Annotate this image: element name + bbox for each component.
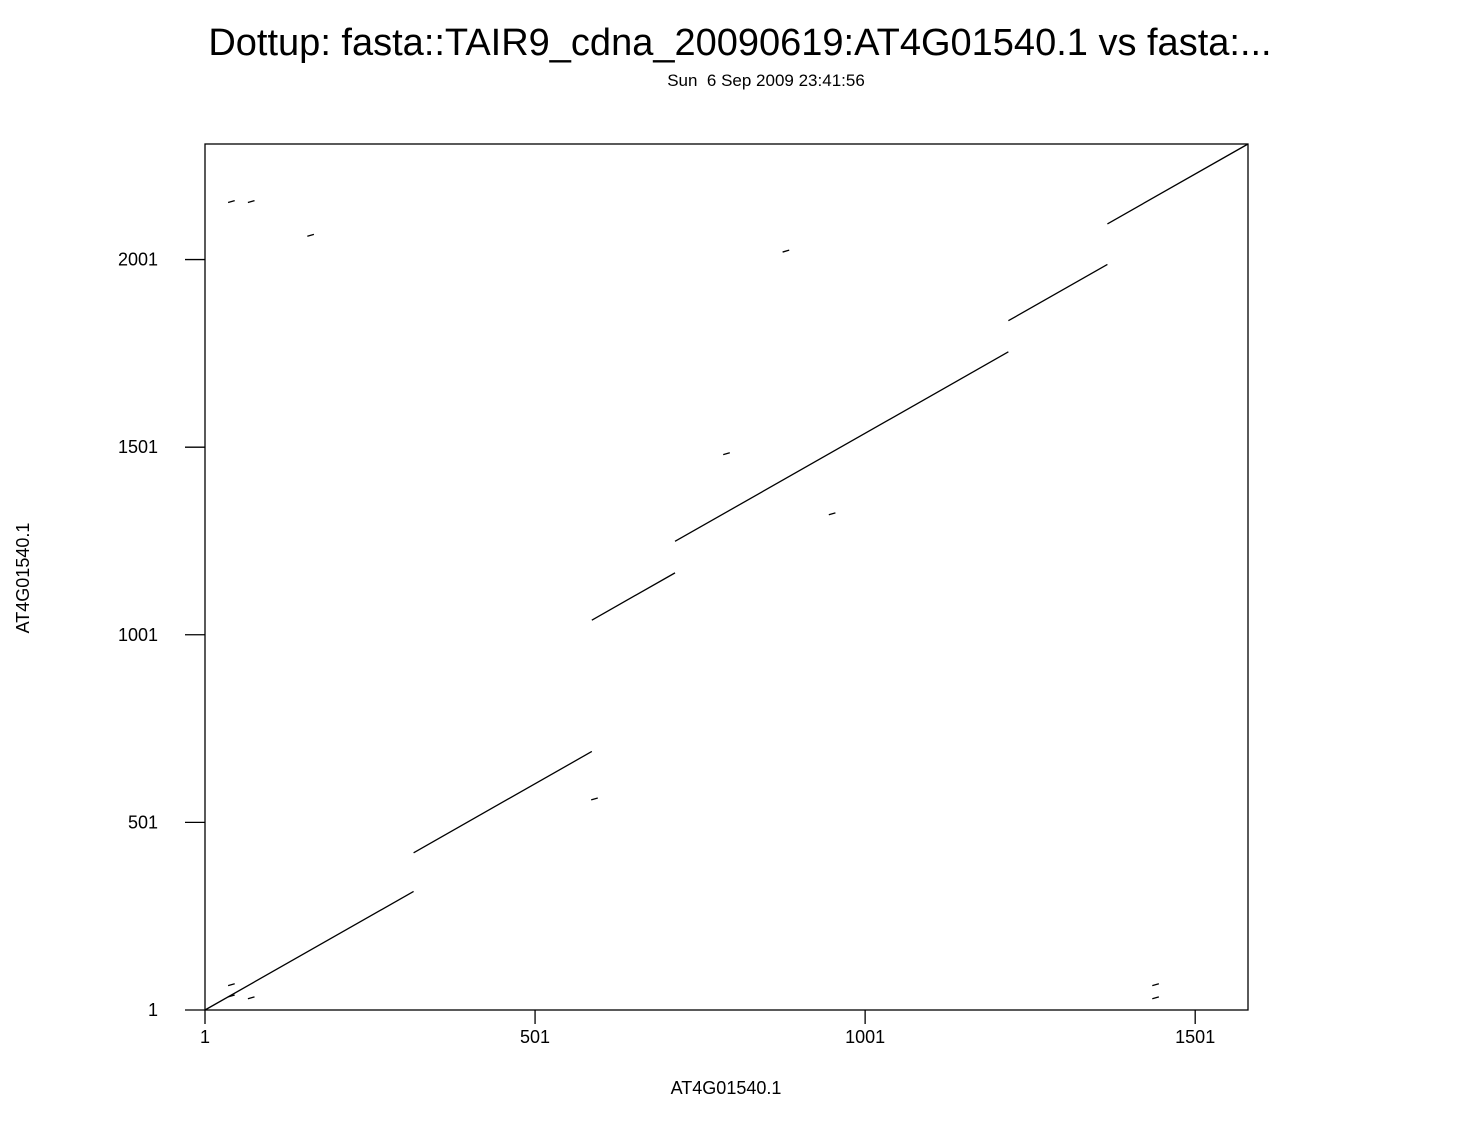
- match-segment: [227, 983, 235, 987]
- y-tick-label: 501: [128, 812, 158, 832]
- x-axis: 1 501 1001 1501: [200, 1010, 1215, 1047]
- x-axis-title: AT4G01540.1: [671, 1078, 782, 1098]
- match-segment: [204, 890, 414, 1011]
- match-segment: [1152, 996, 1160, 1000]
- match-segment: [1107, 143, 1249, 225]
- match-segment: [723, 452, 730, 456]
- match-segment: [227, 200, 235, 204]
- match-segments: [204, 143, 1249, 1011]
- y-axis-title: AT4G01540.1: [13, 523, 33, 634]
- match-segment: [247, 996, 255, 1000]
- chart-subtitle: Sun 6 Sep 2009 23:41:56: [667, 71, 865, 90]
- match-segment: [590, 797, 598, 801]
- y-tick-label: 1001: [118, 625, 158, 645]
- chart-title: Dottup: fasta::TAIR9_cdna_20090619:AT4G0…: [208, 22, 1272, 64]
- x-tick-label: 1501: [1175, 1027, 1215, 1047]
- match-segment: [782, 249, 790, 253]
- x-tick-label: 1: [200, 1027, 210, 1047]
- plot-frame: [204, 143, 1249, 1011]
- match-segment: [307, 233, 315, 237]
- y-tick-label: 1501: [118, 437, 158, 457]
- match-segment: [674, 351, 1009, 542]
- match-segment: [227, 994, 235, 998]
- match-segment: [828, 512, 836, 516]
- match-segment: [1152, 983, 1160, 987]
- x-tick-label: 1001: [845, 1027, 885, 1047]
- x-tick-label: 501: [520, 1027, 550, 1047]
- match-segment: [1008, 263, 1108, 322]
- match-segment: [413, 750, 593, 854]
- match-segment: [247, 200, 255, 204]
- match-segment: [591, 572, 676, 621]
- y-tick-label: 2001: [118, 250, 158, 270]
- y-tick-label: 1: [148, 1000, 158, 1020]
